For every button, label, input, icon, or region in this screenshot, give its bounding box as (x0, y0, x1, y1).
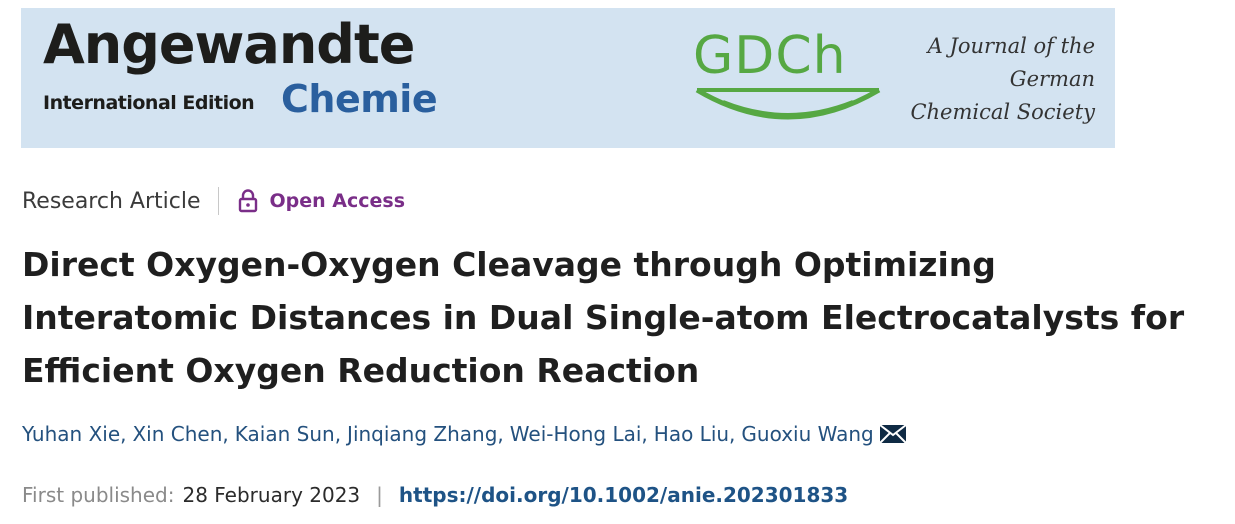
journal-banner[interactable]: Angewandte International Edition Chemie … (21, 8, 1115, 148)
gdch-logo-arc (695, 87, 881, 120)
article-type: Research Article (22, 188, 201, 214)
gdch-logo: GDCh (693, 26, 847, 86)
journal-tagline-line: Chemical Society (910, 100, 1095, 124)
author-separator: , (222, 422, 229, 446)
article-meta-row: Research Article Open Access (22, 186, 405, 216)
publication-info: First published: 28 February 2023 | http… (22, 483, 848, 507)
author-link[interactable]: Guoxiu Wang (741, 422, 874, 446)
author-separator: , (641, 422, 648, 446)
open-access-badge[interactable]: Open Access (269, 190, 405, 212)
author-link[interactable]: Kaian Sun (234, 422, 335, 446)
article-title: Direct Oxygen-Oxygen Cleavage through Op… (22, 245, 1185, 390)
journal-logo-chemie: Chemie (281, 77, 438, 121)
author-link[interactable]: Hao Liu (653, 422, 730, 446)
envelope-icon[interactable] (879, 424, 907, 444)
journal-tagline: A Journal of the German Chemical Society (910, 30, 1095, 129)
author-link[interactable]: Xin Chen (132, 422, 223, 446)
author-separator: , (120, 422, 127, 446)
published-date: 28 February 2023 (182, 483, 361, 507)
author-link[interactable]: Yuhan Xie (22, 422, 121, 446)
author-list: Yuhan Xie, Xin Chen, Kaian Sun, Jinqiang… (22, 422, 907, 446)
lock-icon (237, 188, 259, 214)
doi-link[interactable]: https://doi.org/10.1002/anie.202301833 (398, 483, 849, 507)
journal-logo-angewandte: Angewandte (43, 13, 415, 76)
author-separator: , (334, 422, 342, 446)
journal-logo-edition: International Edition (43, 92, 255, 114)
author-separator: , (497, 422, 504, 446)
author-link[interactable]: Wei-Hong Lai (509, 422, 642, 446)
journal-tagline-line: A Journal of the (927, 34, 1095, 58)
author-separator: , (729, 422, 736, 446)
author-link[interactable]: Jinqiang Zhang (347, 422, 498, 446)
separator: | (376, 483, 383, 507)
divider (218, 187, 220, 215)
journal-tagline-line: German (1009, 67, 1095, 91)
published-label: First published: (22, 483, 175, 507)
